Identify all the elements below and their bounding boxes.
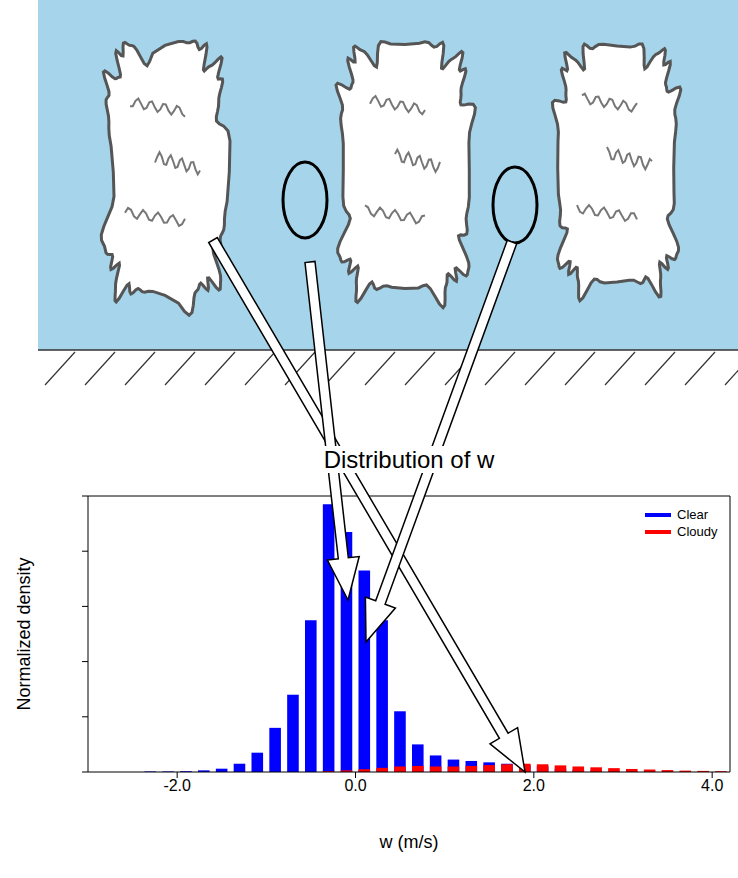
html-text:Clear: Clear: [677, 507, 709, 522]
html-text:Distribution of w: Distribution of w: [323, 446, 495, 473]
svg-text:-2.0: -2.0: [163, 777, 191, 794]
svg-text:w (m/s): w (m/s): [379, 832, 439, 852]
svg-text:4.0: 4.0: [701, 777, 723, 794]
svg-text:2.0: 2.0: [523, 777, 545, 794]
svg-text:Normalized density: Normalized density: [14, 557, 34, 710]
html-text:Cloudy: Cloudy: [677, 524, 718, 539]
svg-text:0.0: 0.0: [344, 777, 366, 794]
